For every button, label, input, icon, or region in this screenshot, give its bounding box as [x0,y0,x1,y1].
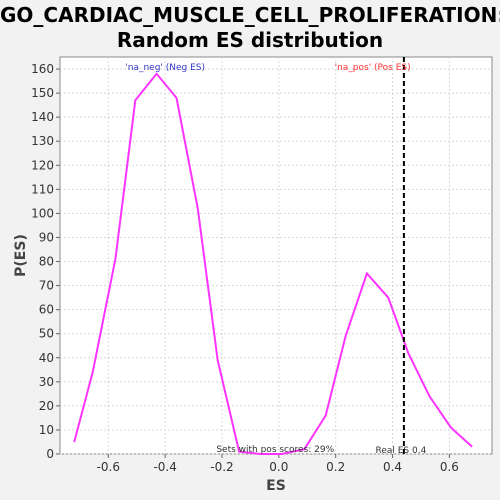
x-tick-label: 0.4 [383,460,402,474]
y-axis-label: P(ES) [13,234,29,277]
chart-title-line2: Random ES distribution [116,28,384,52]
y-tick-label: 40 [39,351,54,365]
es-distribution-line [73,72,473,455]
y-tick-label: 30 [39,375,54,389]
y-tick-label: 120 [31,158,54,172]
plot-area [59,56,493,455]
neg-es-label: 'na_neg' (Neg ES) [125,63,205,73]
chart-title: GO_CARDIAC_MUSCLE_CELL_PROLIFERATION: Ra… [0,3,500,53]
y-tick-label: 90 [39,230,54,244]
y-tick-label: 60 [39,303,54,317]
chart-title-line1: GO_CARDIAC_MUSCLE_CELL_PROLIFERATION: [0,3,500,27]
x-tick-label: 0.6 [440,460,459,474]
series-layer [73,72,473,455]
grid-lines [60,57,492,455]
x-tick-label: -0.2 [210,460,233,474]
real-es-label: Real ES 0.4 [375,446,426,456]
y-tick-label: 130 [31,134,54,148]
sets-pos-scores-label: Sets with pos scores: 29% [216,445,334,455]
y-tick-label: 80 [39,255,54,269]
y-tick-label: 10 [39,423,54,437]
x-axis: -0.6 -0.4 -0.2 0.0 0.2 0.4 0.6 [97,454,459,474]
y-tick-label: 50 [39,327,54,341]
y-tick-label: 160 [31,62,54,76]
y-tick-label: 150 [31,86,54,100]
x-tick-label: -0.6 [97,460,120,474]
x-tick-label: -0.4 [153,460,176,474]
y-tick-label: 70 [39,279,54,293]
y-axis: 0 10 20 30 40 50 60 70 80 90 100 110 120 130 140 150 160 [31,62,60,461]
pos-es-label: 'na_pos' (Pos ES) [335,63,411,73]
y-tick-label: 20 [39,399,54,413]
x-tick-label: 0.2 [326,460,345,474]
y-tick-label: 110 [31,182,54,196]
x-axis-label: ES [266,478,286,494]
y-tick-label: 100 [31,206,54,220]
y-tick-label: 140 [31,110,54,124]
y-tick-label: 0 [46,447,54,461]
x-tick-label: 0.0 [269,460,288,474]
